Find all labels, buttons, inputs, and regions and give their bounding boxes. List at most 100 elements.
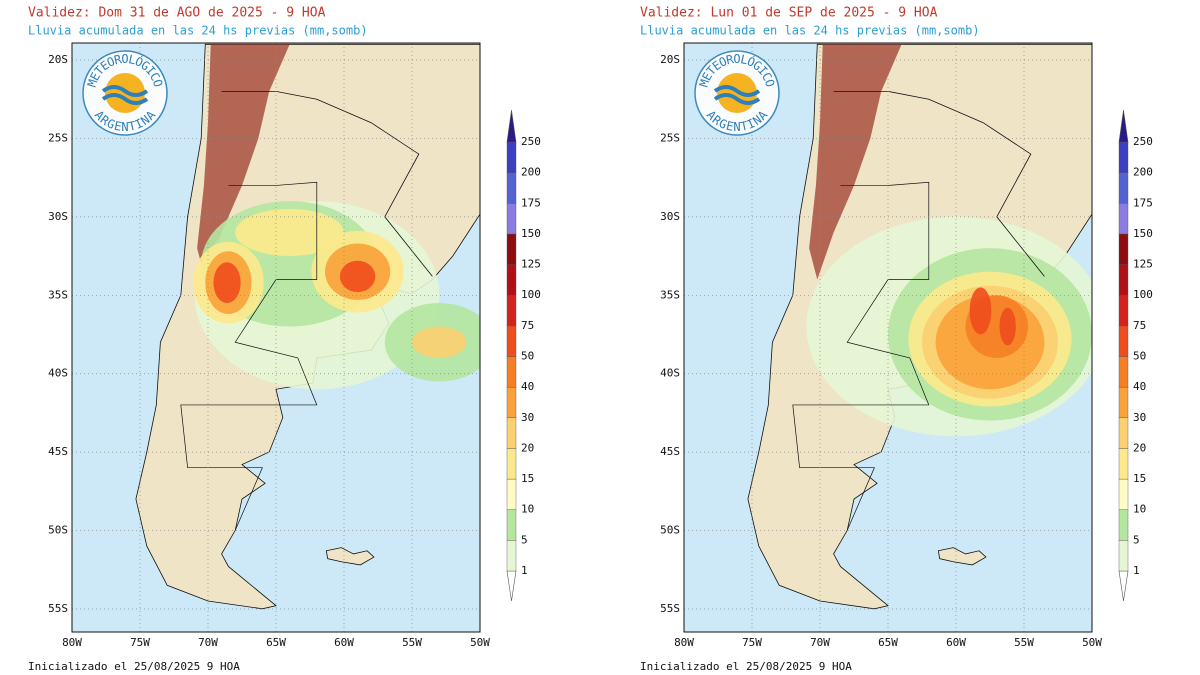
colorbar-segment xyxy=(506,540,517,572)
lat-label: 30S xyxy=(48,210,68,223)
lat-label: 45S xyxy=(48,445,68,458)
colorbar-segment xyxy=(506,233,517,265)
colorbar-segment xyxy=(506,478,517,510)
colorbar-segment xyxy=(1118,172,1129,204)
colorbar-segment xyxy=(1118,141,1129,173)
lat-label: 35S xyxy=(660,288,680,301)
lat-label: 55S xyxy=(48,602,68,615)
map-subtitle: Lluvia acumulada en las 24 hs previas (m… xyxy=(28,24,368,38)
colorbar-segment xyxy=(506,386,517,419)
andes xyxy=(197,44,290,280)
colorbar-segment xyxy=(1118,356,1129,388)
colorbar-label: 5 xyxy=(1133,533,1140,546)
lat-label: 50S xyxy=(48,524,68,537)
map-frame xyxy=(683,42,1093,633)
map-panel: Validez: Dom 31 de AGO de 2025 - 9 HOA Ll… xyxy=(0,0,541,673)
map-area xyxy=(72,43,480,632)
colorbar-segment xyxy=(1118,478,1129,510)
map-title: Validez: Dom 31 de AGO de 2025 - 9 HOA xyxy=(28,6,326,21)
colorbar-segment xyxy=(506,264,517,296)
colorbar-segment xyxy=(1118,386,1129,419)
map-subtitle: Lluvia acumulada en las 24 hs previas (m… xyxy=(640,24,980,38)
colorbar-label: 20 xyxy=(1133,441,1146,454)
colorbar-label: 40 xyxy=(1133,380,1146,393)
colorbar-label: 175 xyxy=(521,196,541,209)
lon-label: 80W xyxy=(674,636,694,649)
colorbar-label: 5 xyxy=(521,533,528,546)
colorbar-segment xyxy=(506,172,517,204)
andes xyxy=(809,44,902,280)
colorbar-segment xyxy=(1118,264,1129,296)
colorbar-segment xyxy=(506,417,517,449)
lon-label: 75W xyxy=(742,636,762,649)
colorbar-label: 10 xyxy=(521,503,534,516)
colorbar-label: 100 xyxy=(1133,288,1153,301)
island xyxy=(325,547,375,566)
lon-label: 70W xyxy=(810,636,830,649)
colorbar-label: 125 xyxy=(1133,258,1153,271)
colorbar-label: 75 xyxy=(521,319,534,332)
colorbar-label: 1 xyxy=(521,564,528,577)
colorbar-segment xyxy=(1118,325,1129,357)
colorbar-label: 200 xyxy=(521,166,541,179)
rain-area xyxy=(969,287,992,335)
rain-area xyxy=(235,208,344,256)
colorbar-segment xyxy=(1118,295,1129,327)
colorbar-label: 150 xyxy=(521,227,541,240)
colorbar-segment xyxy=(1118,233,1129,265)
lon-label: 65W xyxy=(266,636,286,649)
colorbar-label: 40 xyxy=(521,380,534,393)
colorbar-label: 50 xyxy=(1133,350,1146,363)
lon-label: 70W xyxy=(198,636,218,649)
lat-label: 40S xyxy=(48,367,68,380)
colorbar-segment xyxy=(506,356,517,388)
colorbar-label: 20 xyxy=(521,441,534,454)
colorbar-segment xyxy=(506,325,517,357)
colorbar-label: 175 xyxy=(1133,196,1153,209)
map-title: Validez: Lun 01 de SEP de 2025 - 9 HOA xyxy=(640,6,938,21)
lat-label: 30S xyxy=(660,210,680,223)
map-footer: Inicializado el 25/08/2025 9 HOA xyxy=(28,660,240,673)
border xyxy=(180,181,318,531)
colorbar-label: 15 xyxy=(521,472,534,485)
colorbar-arrow xyxy=(1118,570,1129,602)
rain-area xyxy=(339,260,376,293)
colorbar-label: 125 xyxy=(521,258,541,271)
lon-label: 65W xyxy=(878,636,898,649)
colorbar-segment xyxy=(506,509,517,541)
colorbar-label: 1 xyxy=(1133,564,1140,577)
logo-wave xyxy=(101,85,149,105)
map-area xyxy=(684,43,1092,632)
colorbar-segment xyxy=(1118,509,1129,541)
lon-label: 50W xyxy=(1082,636,1102,649)
island xyxy=(937,547,987,566)
colorbar-label: 15 xyxy=(1133,472,1146,485)
lat-label: 20S xyxy=(660,53,680,66)
lat-label: 40S xyxy=(660,367,680,380)
colorbar-arrow xyxy=(1118,109,1129,143)
lat-label: 20S xyxy=(48,53,68,66)
lon-label: 55W xyxy=(402,636,422,649)
colorbar-segment xyxy=(1118,417,1129,449)
rain-area xyxy=(999,307,1016,346)
colorbar-label: 10 xyxy=(1133,503,1146,516)
colorbar-segment xyxy=(506,203,517,235)
map-footer: Inicializado el 25/08/2025 9 HOA xyxy=(640,660,852,673)
lon-label: 60W xyxy=(946,636,966,649)
colorbar-label: 100 xyxy=(521,288,541,301)
lon-label: 60W xyxy=(334,636,354,649)
colorbar-segment xyxy=(1118,203,1129,235)
lon-label: 75W xyxy=(130,636,150,649)
lat-label: 45S xyxy=(660,445,680,458)
colorbar-label: 200 xyxy=(1133,166,1153,179)
lon-label: 80W xyxy=(62,636,82,649)
lat-label: 55S xyxy=(660,602,680,615)
lat-label: 50S xyxy=(660,524,680,537)
colorbar-label: 250 xyxy=(521,135,541,148)
colorbar-label: 30 xyxy=(521,411,534,424)
rain-area xyxy=(213,262,241,304)
colorbar-segment xyxy=(1118,540,1129,572)
colorbar-segment xyxy=(506,448,517,480)
lon-label: 50W xyxy=(470,636,490,649)
